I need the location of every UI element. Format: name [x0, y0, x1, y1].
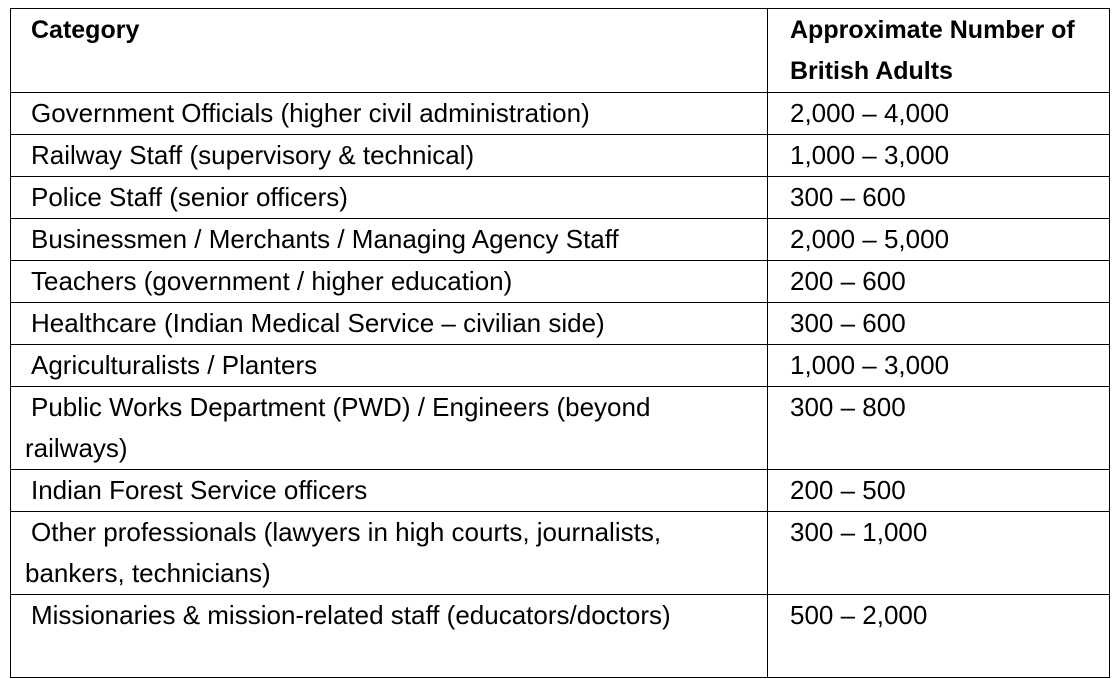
category-cell: Teachers (government / higher education)	[10, 260, 768, 303]
table-row: Indian Forest Service officers 200 – 500	[10, 469, 1110, 512]
count-cell: 300 – 800	[767, 386, 1110, 470]
count-cell: 1,000 – 3,000	[767, 344, 1110, 387]
british-adults-table: Category Approximate Number of British A…	[10, 8, 1110, 678]
table-row: Teachers (government / higher education)…	[10, 260, 1110, 303]
category-cell: Railway Staff (supervisory & technical)	[10, 134, 768, 177]
category-cell: Healthcare (Indian Medical Service – civ…	[10, 302, 768, 345]
table-row: Government Officials (higher civil admin…	[10, 92, 1110, 135]
category-cell: Businessmen / Merchants / Managing Agenc…	[10, 218, 768, 261]
header-row: Category Approximate Number of British A…	[10, 8, 1110, 93]
category-header: Category	[10, 8, 768, 93]
count-header: Approximate Number of British Adults	[767, 8, 1110, 93]
category-cell: Police Staff (senior officers)	[10, 176, 768, 219]
table-row: Public Works Department (PWD) / Engineer…	[10, 386, 1110, 470]
count-cell: 200 – 600	[767, 260, 1110, 303]
category-cell: Government Officials (higher civil admin…	[10, 92, 768, 135]
table-row: Agriculturalists / Planters 1,000 – 3,00…	[10, 344, 1110, 387]
count-cell: 2,000 – 5,000	[767, 218, 1110, 261]
category-cell: Missionaries & mission-related staff (ed…	[10, 594, 768, 678]
count-cell: 2,000 – 4,000	[767, 92, 1110, 135]
count-cell: 500 – 2,000	[767, 594, 1110, 678]
count-cell: 300 – 600	[767, 302, 1110, 345]
count-cell: 300 – 600	[767, 176, 1110, 219]
count-cell: 1,000 – 3,000	[767, 134, 1110, 177]
count-cell: 300 – 1,000	[767, 511, 1110, 595]
count-cell: 200 – 500	[767, 469, 1110, 512]
table-row: Missionaries & mission-related staff (ed…	[10, 594, 1110, 678]
category-cell: Public Works Department (PWD) / Engineer…	[10, 386, 768, 470]
category-cell: Indian Forest Service officers	[10, 469, 768, 512]
category-cell: Other professionals (lawyers in high cou…	[10, 511, 768, 595]
table-row: Healthcare (Indian Medical Service – civ…	[10, 302, 1110, 345]
table-row: Police Staff (senior officers) 300 – 600	[10, 176, 1110, 219]
category-cell: Agriculturalists / Planters	[10, 344, 768, 387]
table-row: Other professionals (lawyers in high cou…	[10, 511, 1110, 595]
table-row: Railway Staff (supervisory & technical) …	[10, 134, 1110, 177]
table-row: Businessmen / Merchants / Managing Agenc…	[10, 218, 1110, 261]
